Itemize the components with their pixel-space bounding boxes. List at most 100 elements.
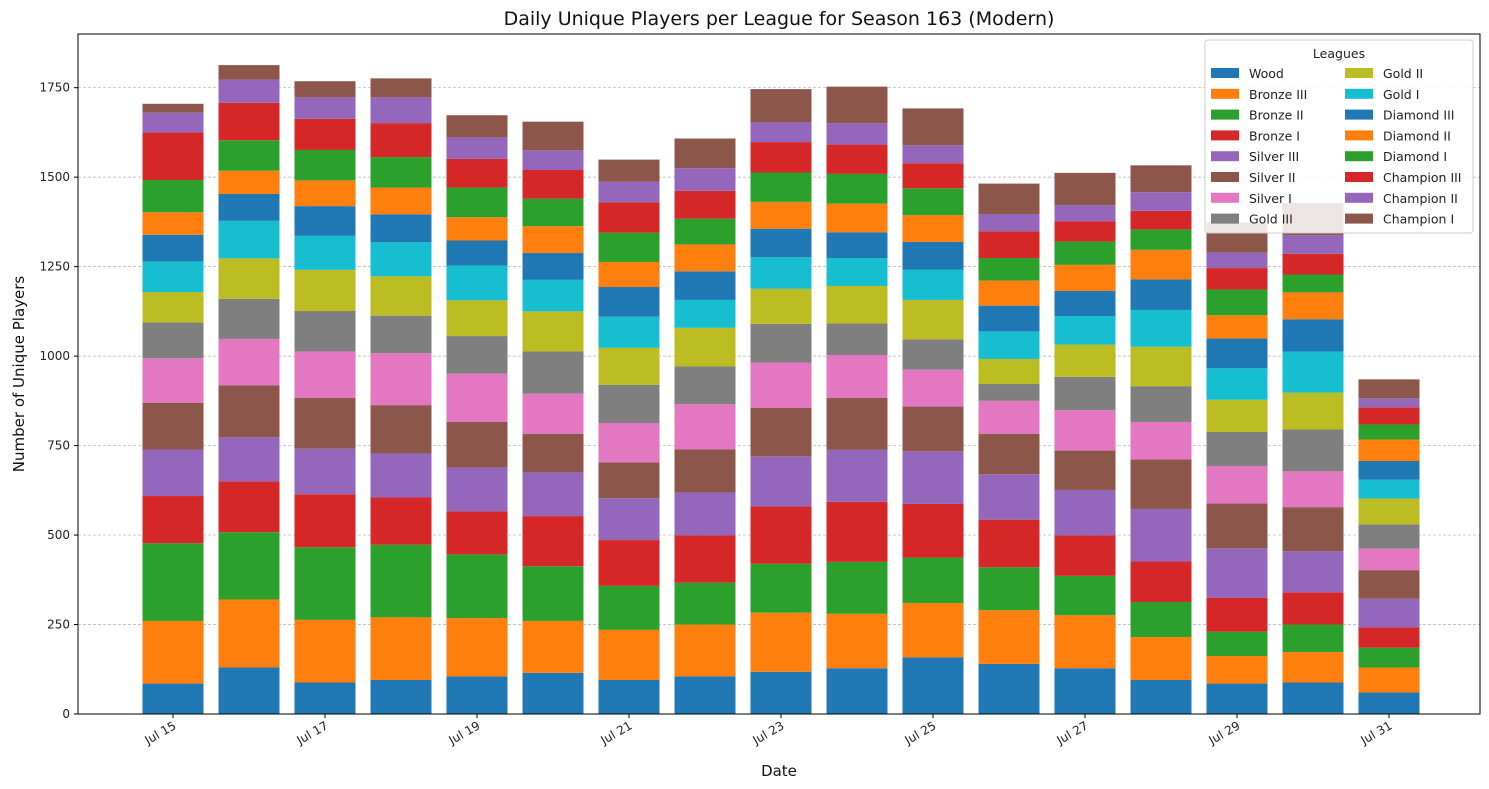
bar-segment	[1282, 624, 1344, 653]
legend-swatch	[1211, 192, 1239, 203]
bar-segment	[750, 456, 812, 507]
bar-segment	[1358, 570, 1420, 599]
bar-segment	[218, 65, 280, 80]
bar-segment	[294, 448, 356, 495]
plot-frame	[77, 33, 1481, 715]
bar-segment	[1130, 346, 1192, 387]
bar-segment	[826, 397, 888, 450]
y-tick-label: 1000	[39, 349, 70, 363]
bar-segment	[142, 103, 204, 113]
bar-segment	[1358, 439, 1420, 461]
legend-label: Silver II	[1249, 170, 1295, 185]
bar-segment	[1130, 309, 1192, 347]
bar-segment	[1130, 386, 1192, 422]
bar-segment	[1282, 292, 1344, 320]
bar-segment	[750, 89, 812, 123]
bar-segment	[826, 86, 888, 124]
bar-segment	[218, 481, 280, 533]
bar-segment	[294, 311, 356, 352]
bar-segment	[902, 451, 964, 504]
bar-segment	[1130, 210, 1192, 230]
bar-segment	[674, 449, 736, 493]
bar-segment	[294, 682, 356, 714]
bar-segment	[674, 190, 736, 219]
bar-segment	[1130, 561, 1192, 602]
legend-swatch	[1345, 109, 1373, 120]
bar-segment	[1130, 637, 1192, 680]
legend-label: Gold III	[1249, 212, 1293, 227]
bar-segment	[446, 373, 508, 422]
bar-segment	[674, 271, 736, 300]
legend: Leagues Wood Bronze III Bronze II Bronze I S…	[1204, 39, 1474, 234]
bar-segment	[142, 358, 204, 403]
bar-segment	[1054, 575, 1116, 616]
y-tick-label: 1750	[39, 81, 70, 95]
legend-swatch	[1211, 151, 1239, 162]
bar-segment	[826, 123, 888, 145]
bar-segment	[370, 497, 432, 545]
bar-segment	[370, 187, 432, 215]
bar-segment	[142, 449, 204, 497]
bar-segment	[294, 97, 356, 119]
bar-segment	[294, 269, 356, 312]
bar-segment	[1358, 627, 1420, 648]
bar-segment	[1054, 172, 1116, 206]
bar-segment	[1054, 489, 1116, 536]
bar-segment	[1358, 460, 1420, 480]
bar-segment	[1130, 459, 1192, 509]
bar-segment	[826, 144, 888, 174]
bar-segment	[598, 384, 660, 424]
legend-swatch	[1211, 130, 1239, 141]
bar-segment	[1206, 338, 1268, 369]
bar-segment	[294, 397, 356, 449]
legend-swatch	[1345, 213, 1373, 224]
bar-segment	[370, 617, 432, 680]
bar-segment	[1206, 683, 1268, 714]
y-tick-label: 1250	[39, 260, 70, 274]
legend-label: Wood	[1249, 66, 1284, 81]
bar-segment	[446, 187, 508, 218]
bar-segment	[446, 115, 508, 138]
bar-segment	[218, 102, 280, 141]
bar-segment	[142, 402, 204, 450]
legend-swatch	[1345, 192, 1373, 203]
bar-segment	[750, 257, 812, 289]
bar-segment	[1282, 551, 1344, 593]
bar-segment	[1206, 597, 1268, 632]
bar-segment	[750, 362, 812, 408]
bar-segment	[674, 299, 736, 328]
bar-segment	[598, 261, 660, 288]
bar-segment	[294, 235, 356, 270]
bar-segment	[978, 384, 1040, 401]
bar-segment	[978, 519, 1040, 568]
x-axis-label: Date	[761, 762, 797, 780]
bar-segment	[294, 180, 356, 207]
bar-segment	[1130, 508, 1192, 562]
bar-segment	[598, 680, 660, 714]
bar-segment	[522, 672, 584, 714]
bar-segment	[294, 118, 356, 150]
bar-segment	[522, 566, 584, 621]
bar-segment	[522, 472, 584, 517]
bar-segment	[522, 253, 584, 280]
bar-segment	[1358, 379, 1420, 399]
bar-segment	[1206, 289, 1268, 316]
legend-items: Wood Bronze III Bronze II Bronze I Silver II…	[1211, 66, 1462, 227]
bar-segment	[674, 218, 736, 245]
bar-segment	[218, 193, 280, 221]
bar-segment	[1054, 221, 1116, 242]
bar-segment	[1206, 252, 1268, 269]
bar-segment	[294, 149, 356, 181]
bar-segment	[978, 258, 1040, 281]
legend-title: Leagues	[1313, 46, 1365, 61]
bar-segment	[1130, 279, 1192, 310]
bar-segment	[674, 582, 736, 625]
bar-segment	[1282, 319, 1344, 352]
bar-segment	[1206, 268, 1268, 290]
bar-segment	[1130, 601, 1192, 638]
bar-segment	[142, 132, 204, 181]
bar-segment	[446, 676, 508, 714]
bar-segment	[370, 353, 432, 406]
bar-segment	[1282, 471, 1344, 508]
bar-segment	[1282, 392, 1344, 430]
